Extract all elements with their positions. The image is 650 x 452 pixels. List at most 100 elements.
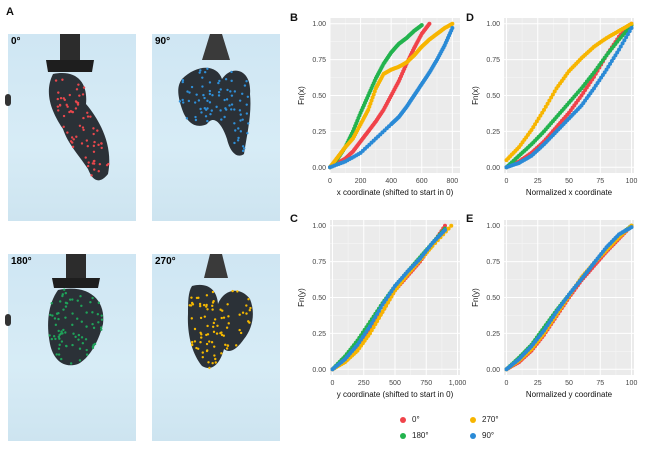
grape-marker-dot — [92, 326, 96, 330]
data-point — [552, 89, 557, 94]
x-tick-label: 200 — [355, 178, 367, 185]
data-point — [376, 316, 381, 321]
grape-marker-dot — [182, 101, 185, 104]
y-axis-label: Fn(y) — [471, 288, 480, 307]
grape-marker-dot — [51, 314, 54, 317]
grape-marker-dot — [212, 321, 216, 325]
data-point — [375, 319, 380, 324]
grape-marker-dot — [190, 301, 194, 305]
grape-cluster-270 — [187, 254, 253, 370]
grape-marker-dot — [226, 344, 229, 347]
grape-marker-dot — [214, 357, 217, 361]
grape-marker-dot — [202, 303, 206, 307]
grape-marker-dot — [98, 162, 102, 166]
data-point — [613, 53, 618, 58]
grape-marker-dot — [76, 299, 79, 302]
data-point — [611, 56, 616, 61]
grape-marker-dot — [241, 311, 245, 314]
grape-marker-dot — [50, 302, 53, 305]
grape-marker-dot — [238, 313, 241, 316]
grape-marker-dot — [70, 110, 73, 113]
data-point — [385, 300, 390, 305]
grape-marker-dot — [247, 122, 250, 125]
data-point — [547, 98, 552, 103]
panel-e-letter: E — [466, 213, 474, 225]
grape-marker-dot — [70, 136, 74, 139]
grape-marker-dot — [84, 156, 87, 159]
grape-marker-dot — [59, 300, 62, 303]
grape-marker-dot — [57, 329, 60, 333]
grape-marker-dot — [75, 135, 78, 138]
grape-marker-dot — [211, 325, 215, 328]
grape-marker-dot — [202, 93, 205, 97]
x-tick-label: 0 — [505, 380, 509, 387]
x-axis-label: x coordinate (shifted to start in 0) — [337, 188, 454, 197]
grape-marker-dot — [225, 98, 229, 101]
data-point — [629, 225, 634, 230]
grape-marker-dot — [210, 109, 213, 112]
x-tick-label: 500 — [389, 380, 401, 387]
grape-marker-dot — [214, 361, 217, 364]
grape-marker-dot — [66, 131, 69, 134]
grape-marker-dot — [190, 85, 194, 89]
grape-marker-dot — [206, 99, 209, 103]
grape-marker-dot — [190, 317, 193, 320]
grape-marker-dot — [85, 325, 88, 328]
grape-marker-dot — [68, 298, 72, 301]
grape-marker-dot — [194, 115, 197, 119]
grape-marker-dot — [201, 355, 204, 359]
data-point — [617, 47, 621, 52]
grape-marker-dot — [78, 124, 82, 127]
grape-marker-dot — [238, 328, 241, 332]
grape-marker-dot — [224, 343, 227, 346]
grape-marker-dot — [82, 128, 85, 132]
grape-marker-dot — [216, 324, 219, 327]
grape-marker-dot — [85, 139, 89, 142]
grape-marker-dot — [191, 343, 194, 347]
grape-marker-dot — [233, 141, 236, 145]
grape-marker-dot — [80, 336, 84, 339]
grape-marker-dot — [64, 291, 67, 295]
grape-marker-dot — [245, 112, 249, 115]
grape-marker-dot — [92, 150, 96, 153]
photo-angle-label: 180° — [11, 256, 32, 267]
grape-marker-dot — [54, 337, 57, 341]
legend-dot — [400, 416, 406, 423]
grape-marker-dot — [75, 88, 79, 91]
grape-marker-dot — [80, 304, 83, 308]
grape-marker-dot — [219, 331, 222, 335]
grape-marker-dot — [86, 115, 90, 118]
grape-marker-dot — [72, 138, 75, 141]
grape-marker-dot — [186, 90, 189, 93]
grape-marker-dot — [68, 110, 71, 114]
grape-marker-dot — [76, 103, 80, 106]
data-point — [372, 89, 377, 94]
data-point — [604, 67, 609, 72]
grape-marker-dot — [100, 142, 103, 145]
grape-marker-dot — [100, 318, 104, 321]
grape-marker-dot — [62, 125, 65, 129]
grape-marker-dot — [55, 353, 58, 356]
data-point — [367, 104, 372, 109]
chart-panel-b: 0.00 0.25 0.50 0.75 1.00 0 200 400 600 800 x coord… — [297, 18, 460, 197]
grape-marker-dot — [211, 361, 214, 365]
data-point — [370, 95, 375, 100]
grape-marker-dot — [220, 118, 223, 121]
grape-marker-dot — [189, 304, 193, 307]
grape-marker-dot — [213, 318, 217, 321]
y-tick-label: 0.00 — [486, 367, 500, 374]
grape-marker-dot — [225, 326, 229, 329]
grape-marker-dot — [208, 101, 212, 104]
grape-marker-dot — [220, 333, 224, 337]
data-point — [380, 309, 385, 314]
x-tick-label: 750 — [420, 380, 432, 387]
grape-marker-dot — [201, 351, 204, 354]
grape-marker-dot — [97, 143, 100, 147]
grape-marker-dot — [211, 308, 214, 311]
legend-label: 180° — [412, 431, 429, 440]
grape-marker-dot — [199, 69, 202, 72]
series-90° — [504, 26, 634, 170]
grape-marker-dot — [204, 108, 208, 112]
grape-marker-dot — [69, 140, 73, 143]
y-tick-label: 0.50 — [486, 93, 500, 100]
